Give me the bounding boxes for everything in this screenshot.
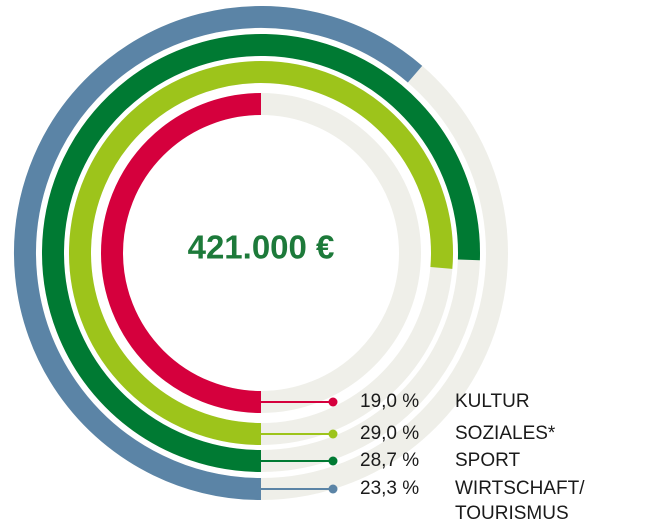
legend-label: SOZIALES* (455, 423, 556, 444)
legend-dot (328, 397, 338, 407)
legend-label-line: SPORT (455, 450, 521, 471)
legend-label-line: KULTUR (455, 391, 530, 412)
legend-dot (328, 429, 338, 439)
value-label: 29,0 % (360, 423, 419, 444)
value-label: 19,0 % (360, 391, 419, 412)
value-label: 23,3 % (360, 478, 419, 499)
value-label: 28,7 % (360, 450, 419, 471)
legend-label-line: WIRTSCHAFT/ (455, 478, 585, 499)
ring-bar (101, 93, 262, 413)
legend-label-line: SOZIALES* (455, 423, 556, 444)
legend-label-line: TOURISMUS (455, 503, 569, 524)
legend-label: WIRTSCHAFT/TOURISMUS (455, 478, 585, 524)
ring-bar (69, 61, 453, 445)
ring-bar (42, 34, 480, 472)
legend-dot (328, 484, 338, 494)
legend-label: KULTUR (455, 391, 530, 412)
ring-bar (14, 6, 423, 500)
legend-dot (328, 456, 338, 466)
legend-label: SPORT (455, 450, 521, 471)
center-label: 421.000 € (188, 229, 335, 266)
